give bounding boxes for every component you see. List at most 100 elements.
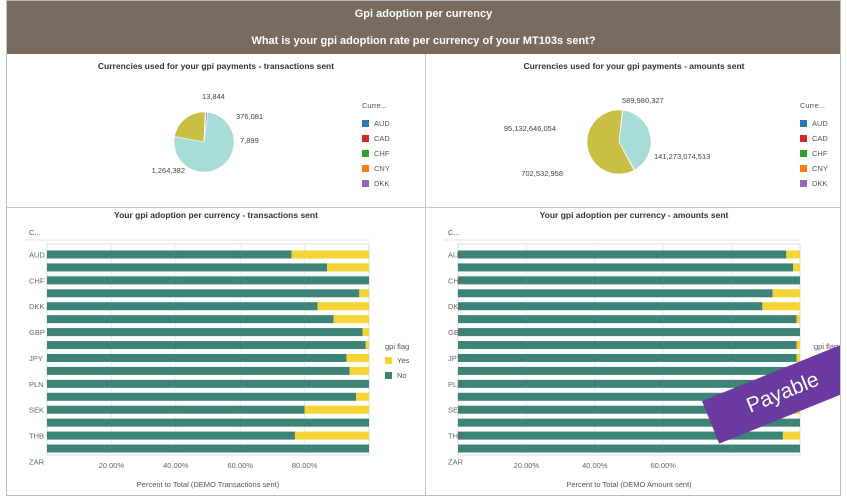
pie-chart-transactions: 1,264,382 376,081 7,899 13,844	[152, 92, 264, 175]
legend-swatch-yes	[385, 357, 392, 364]
bar-no[interactable]	[47, 405, 305, 414]
legend-item-cad[interactable]: CAD	[800, 131, 828, 146]
bar-no[interactable]	[458, 250, 787, 259]
bar-yes[interactable]	[356, 392, 369, 401]
bar-yes[interactable]	[294, 431, 369, 440]
dashboard-header: Gpi adoption per currency What is your g…	[7, 1, 840, 54]
pie-title-transactions: Currencies used for your gpi payments - …	[97, 61, 335, 71]
bar-yes[interactable]	[772, 289, 800, 298]
legend-item-aud[interactable]: AUD	[800, 116, 828, 131]
currency-legend-transactions: Curre... AUD CAD CHF CNY DKK	[362, 101, 390, 191]
bar-no[interactable]	[458, 328, 800, 337]
pie-slice-label: 589,980,327	[622, 96, 664, 105]
legend-label: CNY	[374, 164, 390, 173]
flag-legend-transactions: gpi flag Yes No	[385, 342, 409, 383]
bar-yes[interactable]	[359, 289, 369, 298]
legend-item-yes[interactable]: Yes	[385, 353, 409, 368]
pie-slice-label: 1,264,382	[152, 166, 185, 175]
plot-area	[457, 243, 801, 456]
flag-legend-title: gpi flag	[814, 342, 839, 351]
bar-no[interactable]	[458, 366, 800, 375]
legend-item-no[interactable]: No	[385, 368, 409, 383]
bar-no[interactable]	[458, 289, 773, 298]
bar-no[interactable]	[47, 431, 295, 440]
bar-no[interactable]	[47, 328, 363, 337]
bar-yes[interactable]	[346, 353, 369, 362]
bar-yes[interactable]	[762, 302, 800, 311]
bar-no[interactable]	[458, 353, 797, 362]
bar-no[interactable]	[458, 341, 797, 350]
legend-item-cad[interactable]: CAD	[362, 131, 390, 146]
row-label: AUD	[448, 250, 464, 259]
bar-title-transactions: Your gpi adoption per currency - transac…	[114, 210, 318, 220]
bar-yes[interactable]	[349, 366, 369, 375]
bar-yes[interactable]	[786, 250, 800, 259]
bar-no[interactable]	[458, 302, 763, 311]
bar-yes[interactable]	[362, 328, 369, 337]
bar-title-amounts: Your gpi adoption per currency - amounts…	[539, 210, 729, 220]
bar-no[interactable]	[47, 353, 347, 362]
legend-swatch-cny	[362, 165, 369, 172]
bar-yes[interactable]	[333, 315, 369, 324]
bar-yes[interactable]	[365, 341, 369, 350]
bar-panel-transactions: Your gpi adoption per currency - transac…	[7, 208, 425, 495]
legend-item-chf[interactable]: CHF	[800, 146, 828, 161]
bar-no[interactable]	[458, 418, 800, 427]
bar-no[interactable]	[47, 392, 357, 401]
pie-slice[interactable]	[203, 111, 208, 143]
bar-no[interactable]	[47, 302, 318, 311]
pie-slice-label: 702,532,958	[521, 169, 563, 178]
bar-no[interactable]	[47, 418, 369, 427]
bar-no[interactable]	[458, 276, 800, 285]
bar-no[interactable]	[47, 444, 369, 453]
legend-item-chf[interactable]: CHF	[362, 146, 390, 161]
bar-no[interactable]	[47, 366, 350, 375]
pie-slice[interactable]	[618, 109, 652, 171]
x-tick-label: 20.00%	[99, 461, 125, 470]
row-label: DKK	[29, 302, 44, 311]
bar-no[interactable]	[47, 250, 292, 259]
legend-item-cny[interactable]: CNY	[362, 161, 390, 176]
bar-no[interactable]	[47, 315, 334, 324]
legend-item-cny[interactable]: CNY	[800, 161, 828, 176]
bar-no[interactable]	[458, 379, 794, 388]
bar-yes[interactable]	[291, 250, 369, 259]
bar-yes[interactable]	[317, 302, 369, 311]
legend-label: No	[397, 371, 407, 380]
bar-yes[interactable]	[327, 263, 369, 272]
x-tick-label: 60.00%	[227, 461, 253, 470]
legend-item-dkk[interactable]: DKK	[362, 176, 390, 191]
bar-no[interactable]	[458, 392, 800, 401]
legend-swatch-dkk	[362, 180, 369, 187]
bar-yes[interactable]	[796, 315, 800, 324]
bar-no[interactable]	[47, 276, 369, 285]
currency-legend-title: Curre...	[800, 101, 826, 110]
pie-slice[interactable]	[586, 109, 635, 175]
bar-no[interactable]	[47, 379, 369, 388]
legend-item-dkk[interactable]: DKK	[800, 176, 828, 191]
bar-yes[interactable]	[796, 353, 800, 362]
x-tick-label: 80.00%	[292, 461, 318, 470]
dashboard-subtitle: What is your gpi adoption rate per curre…	[251, 35, 596, 47]
legend-swatch-aud	[800, 120, 807, 127]
row-label: JPY	[29, 354, 43, 363]
bar-no[interactable]	[458, 315, 797, 324]
bar-yes[interactable]	[304, 405, 369, 414]
bar-yes[interactable]	[782, 431, 800, 440]
pie-slice[interactable]	[174, 111, 206, 143]
bar-no[interactable]	[47, 341, 366, 350]
bar-no[interactable]	[47, 263, 328, 272]
bar-no[interactable]	[458, 263, 794, 272]
pie-slice[interactable]	[618, 109, 624, 143]
x-tick-label: 40.00%	[163, 461, 189, 470]
bar-no[interactable]	[47, 289, 360, 298]
bar-yes[interactable]	[796, 341, 800, 350]
bar-no[interactable]	[458, 405, 773, 414]
bar-no[interactable]	[458, 431, 783, 440]
bar-no[interactable]	[458, 444, 800, 453]
legend-item-aud[interactable]: AUD	[362, 116, 390, 131]
row-header-label: C...	[29, 228, 41, 237]
plot-area	[46, 243, 370, 456]
row-label: CHF	[448, 276, 464, 285]
bar-yes[interactable]	[793, 263, 800, 272]
